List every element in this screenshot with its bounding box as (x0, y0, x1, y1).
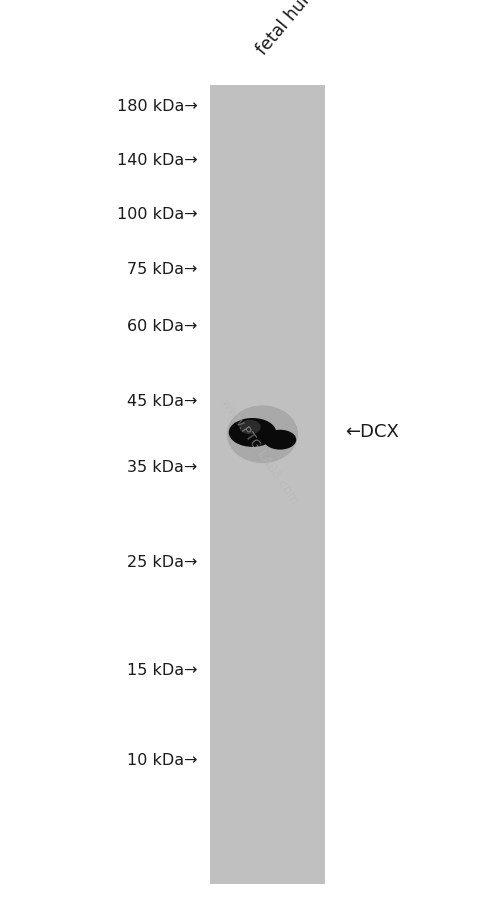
Text: 180 kDa→: 180 kDa→ (117, 99, 198, 114)
Text: fetal human brain: fetal human brain (254, 0, 368, 59)
Ellipse shape (240, 420, 260, 435)
Text: ←DCX: ←DCX (345, 422, 399, 440)
Text: 15 kDa→: 15 kDa→ (127, 662, 198, 676)
Text: 75 kDa→: 75 kDa→ (127, 262, 198, 276)
Text: 45 kDa→: 45 kDa→ (127, 394, 198, 409)
Text: 100 kDa→: 100 kDa→ (117, 207, 198, 222)
Text: 25 kDa→: 25 kDa→ (127, 555, 198, 569)
Ellipse shape (227, 406, 298, 464)
Text: 35 kDa→: 35 kDa→ (127, 460, 198, 474)
Ellipse shape (264, 430, 296, 450)
Bar (210, 86, 325, 884)
Text: 60 kDa→: 60 kDa→ (127, 319, 198, 334)
Text: www.PTG LAB3.com: www.PTG LAB3.com (218, 396, 302, 506)
Text: 140 kDa→: 140 kDa→ (117, 153, 198, 168)
Ellipse shape (229, 419, 276, 447)
Text: 10 kDa→: 10 kDa→ (127, 752, 198, 767)
